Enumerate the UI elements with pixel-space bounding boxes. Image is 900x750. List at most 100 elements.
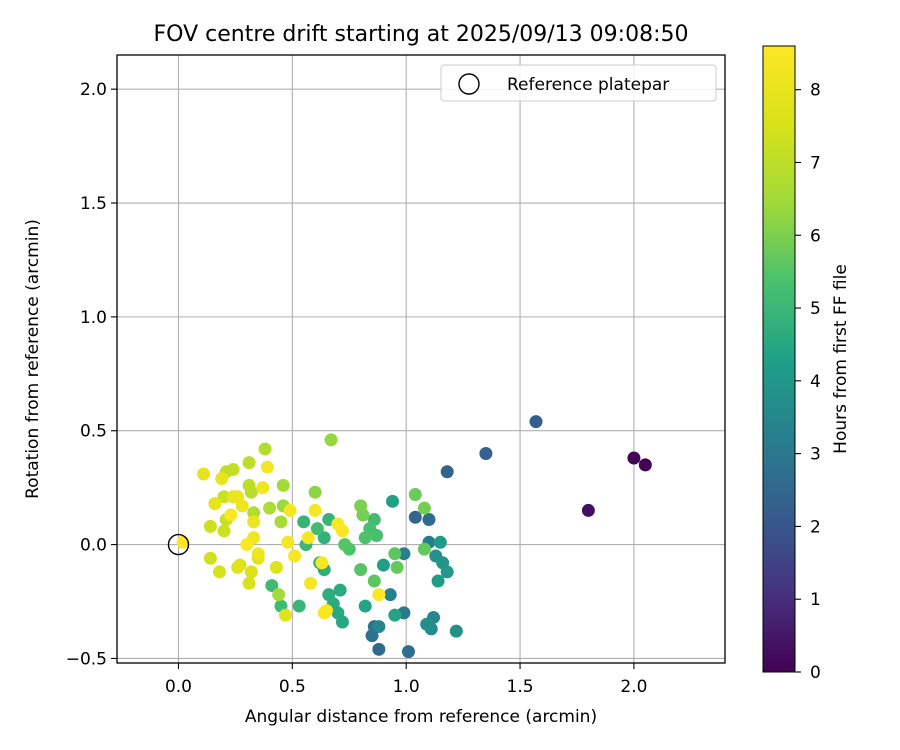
chart-title: FOV centre drift starting at 2025/09/13 … [154, 22, 689, 47]
legend: Reference platepar [440, 64, 717, 102]
colorbar-tick-label: 5 [810, 299, 821, 319]
data-point [388, 608, 402, 622]
scatter-points [176, 415, 652, 659]
data-point [354, 499, 368, 513]
data-point [324, 433, 338, 447]
data-point [315, 556, 329, 570]
x-tick-label: 0.0 [165, 677, 192, 697]
data-point [251, 547, 265, 561]
data-point [627, 451, 641, 465]
data-point [390, 560, 404, 574]
y-axis-label: Rotation from reference (arcmin) [23, 219, 43, 499]
colorbar-tick-label: 3 [810, 445, 821, 465]
data-point [310, 522, 324, 536]
data-point [256, 481, 270, 495]
colorbar-tick-label: 1 [810, 590, 821, 610]
x-ticks: 0.0 0.5 1.0 1.5 2.0 [165, 663, 647, 697]
data-point [440, 465, 454, 479]
data-point [417, 501, 431, 515]
data-point [281, 535, 295, 549]
data-point [304, 576, 318, 590]
data-point [308, 503, 322, 517]
data-point [479, 447, 493, 461]
data-point [212, 565, 226, 579]
colorbar-tick-label: 7 [810, 153, 821, 173]
data-point [388, 547, 402, 561]
data-point [370, 528, 384, 542]
data-point [242, 456, 256, 470]
data-point [372, 642, 386, 656]
x-tick-label: 2.0 [620, 677, 647, 697]
data-point [431, 574, 445, 588]
data-point [231, 560, 245, 574]
legend-reference-marker [458, 73, 480, 95]
data-point [242, 576, 256, 590]
data-point [581, 503, 595, 517]
data-point [240, 538, 254, 552]
data-point [397, 547, 411, 561]
colorbar-tick-label: 2 [810, 517, 821, 537]
x-tick-label: 1.0 [393, 677, 420, 697]
data-point [401, 645, 415, 659]
data-point [367, 574, 381, 588]
reference-platepar-marker [167, 533, 190, 556]
data-point [529, 415, 543, 429]
data-point [283, 503, 297, 517]
data-point [292, 599, 306, 613]
y-tick-label: 0.5 [80, 422, 107, 442]
plot-frame [116, 54, 726, 664]
data-point [215, 472, 229, 486]
colorbar-tick-label: 6 [810, 226, 821, 246]
grid-lines [117, 55, 725, 663]
data-point [372, 588, 386, 602]
data-point [376, 558, 390, 572]
data-point [242, 478, 256, 492]
data-point [208, 497, 222, 511]
data-point [408, 510, 422, 524]
data-point [308, 485, 322, 499]
data-point [354, 563, 368, 577]
data-point [263, 501, 277, 515]
data-point [322, 588, 336, 602]
data-point [265, 579, 279, 593]
colorbar-label: Hours from first FF file [831, 264, 851, 454]
x-tick-label: 0.5 [279, 677, 306, 697]
data-point [358, 599, 372, 613]
colorbar-gradient [762, 45, 796, 673]
data-point [386, 494, 400, 508]
data-point [235, 499, 249, 513]
data-point [197, 467, 211, 481]
data-point [247, 506, 261, 520]
y-tick-label: 2.0 [80, 80, 107, 100]
data-point [333, 583, 347, 597]
y-ticks: −0.5 0.0 0.5 1.0 1.5 2.0 [66, 80, 117, 669]
data-point [433, 535, 447, 549]
legend-box [440, 64, 717, 102]
colorbar-ticks: 0 1 2 3 4 5 6 7 8 [795, 81, 821, 683]
data-point [247, 515, 261, 529]
colorbar-tick-label: 4 [810, 372, 821, 392]
data-point [417, 542, 431, 556]
data-point [372, 620, 386, 634]
legend-reference-label: Reference platepar [507, 75, 669, 95]
data-point [260, 460, 274, 474]
y-tick-label: 1.0 [80, 308, 107, 328]
data-point [217, 524, 231, 538]
data-point [288, 549, 302, 563]
data-point [319, 604, 333, 618]
data-point [279, 608, 293, 622]
y-tick-label: −0.5 [66, 649, 107, 669]
colorbar-tick-label: 8 [810, 81, 821, 101]
data-point [217, 490, 231, 504]
data-point [358, 531, 372, 545]
data-point [297, 515, 311, 529]
data-point [383, 588, 397, 602]
data-point [638, 458, 652, 472]
data-point [274, 515, 288, 529]
data-point [224, 508, 238, 522]
colorbar: 0 1 2 3 4 5 6 7 8 Hours from first FF file [762, 45, 851, 683]
data-point [449, 624, 463, 638]
colorbar-tick-label: 0 [810, 663, 821, 683]
data-point [244, 565, 258, 579]
